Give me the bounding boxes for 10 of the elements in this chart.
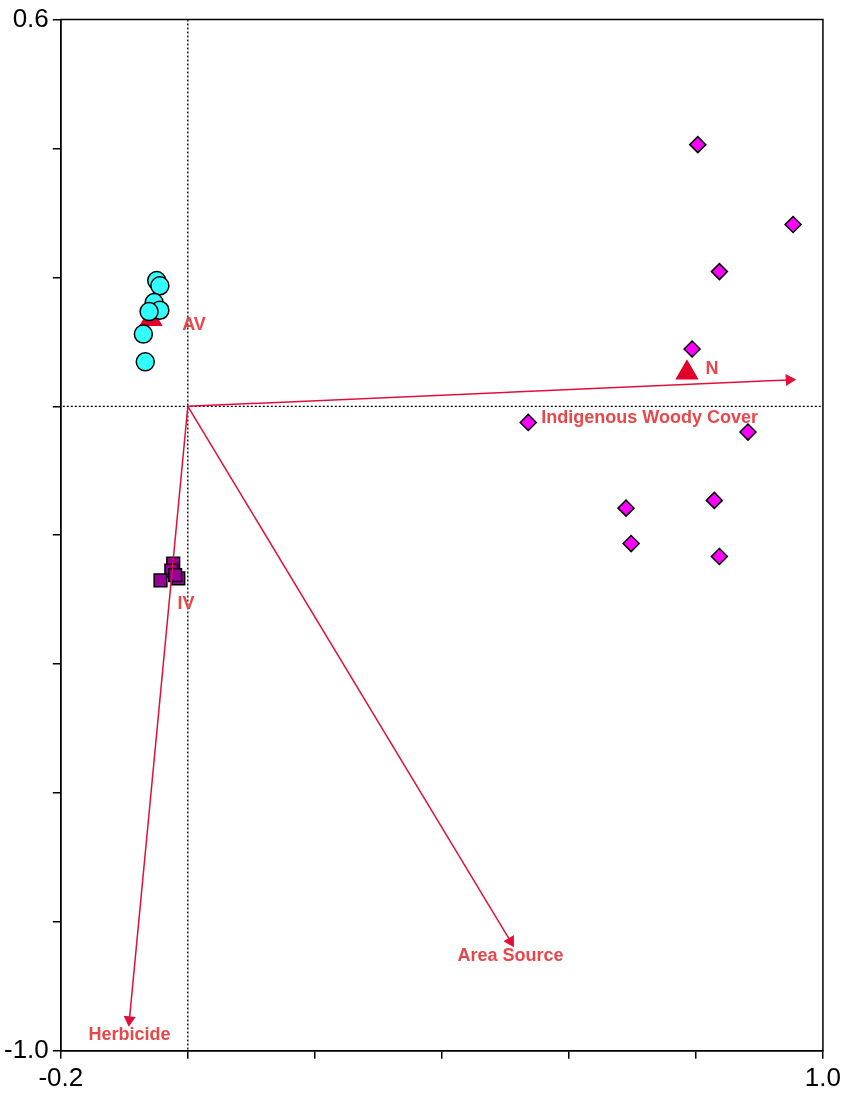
- x-tick-label: 1.0: [804, 1061, 842, 1092]
- series-label: Indigenous Woody Cover: [541, 406, 758, 427]
- x-tick-label: -0.2: [38, 1061, 84, 1092]
- y-tick-label: 0.6: [12, 2, 49, 33]
- annotation: N: [705, 357, 719, 378]
- series-label: Herbicide: [88, 1023, 171, 1044]
- y-tick-label: -1.0: [3, 1033, 49, 1064]
- series-label: Area Source: [457, 945, 564, 966]
- annotation: IV: [177, 593, 195, 614]
- annotation: AV: [182, 314, 206, 335]
